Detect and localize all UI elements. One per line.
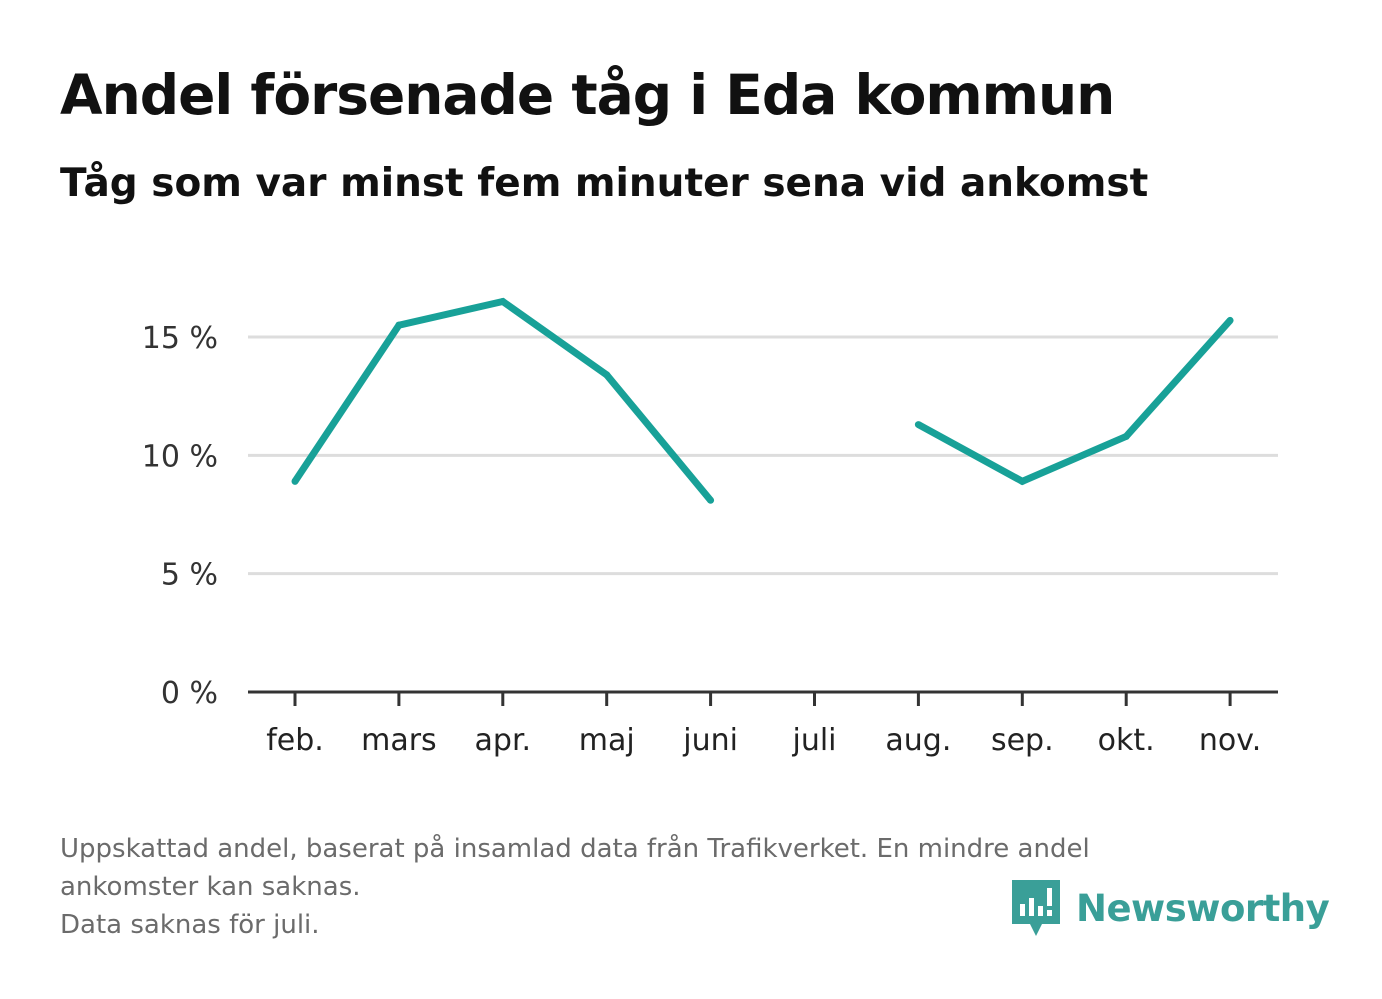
chart-subtitle: Tåg som var minst fem minuter sena vid a… (60, 161, 1149, 206)
brand-logo: Newsworthy (1010, 878, 1330, 938)
y-tick-label: 5 % (161, 558, 218, 593)
x-tick-label: feb. (266, 723, 324, 758)
x-axis: feb. mars apr. maj juni juli aug. sep. okt. nov. (248, 690, 1278, 758)
y-tick-label: 15 % (142, 321, 218, 356)
x-tick-label: mars (361, 723, 437, 758)
data-point (707, 496, 715, 504)
data-point (291, 477, 299, 485)
data-point (1018, 477, 1026, 485)
data-point (914, 421, 922, 429)
series-line-segment (916, 318, 1233, 486)
data-point (395, 321, 403, 329)
y-tick-label: 10 % (142, 439, 218, 474)
newsworthy-logo-icon (1012, 880, 1060, 936)
y-axis-tick-labels: 0 % 5 % 10 % 15 % (142, 321, 218, 711)
data-point (499, 298, 507, 305)
line-chart: 0 % 5 % 10 % 15 % feb. mars apr. maj juni juli au… (142, 297, 1278, 758)
footnote: Uppskattad andel, baserat på insamlad da… (60, 830, 1320, 944)
x-tick-label: maj (579, 723, 635, 758)
x-tick-label: aug. (885, 723, 951, 758)
series-line-segment (292, 297, 714, 503)
data-point (1122, 432, 1130, 440)
x-tick-label: juni (682, 723, 738, 758)
x-tick-label: juli (791, 723, 836, 758)
data-point (603, 371, 611, 379)
data-series (291, 297, 1234, 504)
footnote-line-2: ankomster kan saknas. (60, 872, 361, 902)
y-tick-label: 0 % (161, 676, 218, 711)
x-tick-label: sep. (991, 723, 1054, 758)
x-tick-label: apr. (475, 723, 532, 758)
data-point (1226, 316, 1234, 324)
chart-title: Andel försenade tåg i Eda kommun (60, 63, 1115, 127)
footnote-line-3: Data saknas för juli. (60, 910, 320, 940)
footnote-line-1: Uppskattad andel, baserat på insamlad da… (60, 834, 1090, 864)
x-tick-label: nov. (1199, 723, 1261, 758)
brand-name: Newsworthy (1076, 886, 1330, 930)
gridlines (248, 335, 1278, 576)
x-tick-label: okt. (1098, 723, 1155, 758)
